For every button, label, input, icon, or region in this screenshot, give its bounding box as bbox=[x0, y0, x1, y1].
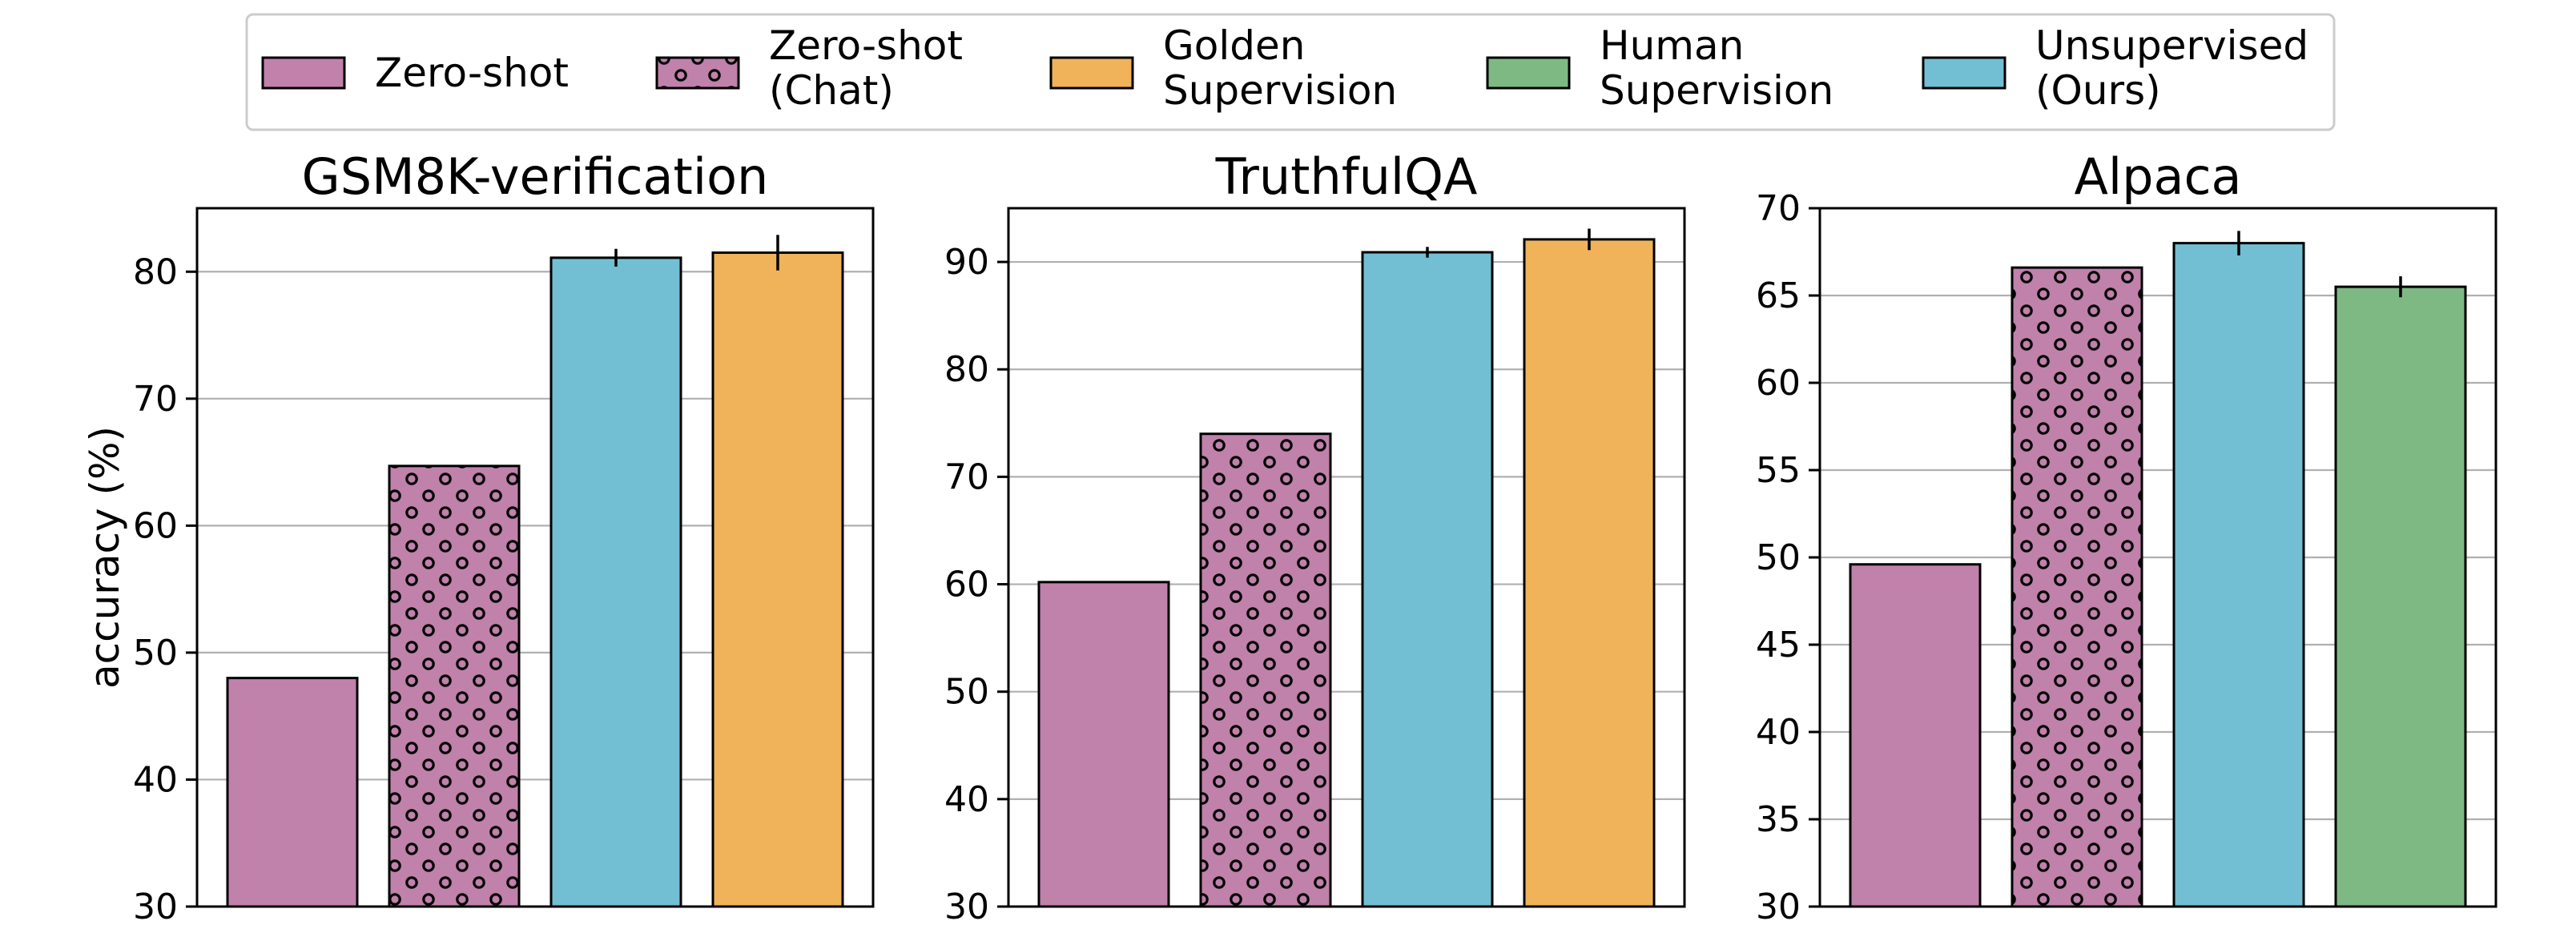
charts: 30 40 50 60 70 80 GSM8K-verification accuracy (… bbox=[82, 147, 2498, 927]
legend-label-line-2: Supervision bbox=[1163, 67, 1397, 114]
y-tick-label: 40 bbox=[133, 759, 178, 800]
y-axis-label: accuracy (%) bbox=[82, 426, 128, 689]
chart-title: TruthfulQA bbox=[1215, 147, 1478, 206]
y-tick-label: 80 bbox=[944, 349, 989, 390]
legend-label-line-1: Human bbox=[1600, 22, 1744, 69]
legend-swatch bbox=[1049, 56, 1134, 90]
legend-label: Zero-shot bbox=[375, 50, 569, 96]
bar-zero-shot-chat bbox=[2010, 266, 2143, 908]
plot-frame bbox=[1007, 207, 1686, 908]
legend-frame bbox=[245, 13, 2336, 131]
y-tick-label: 40 bbox=[944, 779, 989, 820]
bar-unsupervised bbox=[2172, 242, 2305, 908]
y-tick-label: 90 bbox=[944, 242, 989, 283]
y-tick-label: 80 bbox=[133, 251, 178, 292]
legend-swatch bbox=[1922, 56, 2006, 90]
y-tick-label: 50 bbox=[1756, 537, 1801, 578]
chart-title: Alpaca bbox=[2074, 147, 2241, 206]
legend-swatch bbox=[655, 56, 740, 90]
y-tick-label: 60 bbox=[133, 505, 178, 546]
bar-unsupervised bbox=[549, 256, 682, 908]
y-tick-label: 70 bbox=[944, 456, 989, 497]
bar-zero-shot-chat bbox=[1199, 432, 1332, 908]
y-tick-label: 50 bbox=[944, 672, 989, 713]
chart-3: 30 35 40 45 50 55 60 65 70 Alpaca bbox=[1756, 147, 2498, 927]
y-tick-label: 40 bbox=[1756, 712, 1801, 753]
legend-label-line-2: (Chat) bbox=[769, 67, 894, 114]
bar-human bbox=[2334, 285, 2467, 908]
plot-frame bbox=[195, 207, 875, 908]
y-tick-label: 30 bbox=[1756, 887, 1801, 927]
legend: Zero-shotZero-shot(Chat)GoldenSupervisio… bbox=[245, 13, 2336, 131]
chart-title: GSM8K-verification bbox=[302, 147, 769, 206]
legend-label-line-1: Zero-shot bbox=[769, 22, 963, 69]
legend-swatch bbox=[1486, 56, 1571, 90]
chart-1: 30 40 50 60 70 80 GSM8K-verification accuracy (… bbox=[82, 147, 875, 927]
legend-item-zero-shot-chat: Zero-shot(Chat) bbox=[655, 22, 963, 114]
legend-label-line-1: Unsupervised bbox=[2035, 22, 2308, 69]
bar-zero-shot bbox=[1037, 581, 1170, 908]
y-tick-label: 60 bbox=[944, 565, 989, 605]
bar-zero-shot bbox=[1849, 563, 1982, 908]
y-tick-label: 45 bbox=[1756, 625, 1801, 666]
legend-label-line-2: (Ours) bbox=[2035, 67, 2161, 114]
bar-zero-shot-chat bbox=[388, 464, 521, 908]
y-tick-label: 60 bbox=[1756, 363, 1801, 404]
legend-label-line-1: Golden bbox=[1163, 22, 1305, 69]
legend-label-line-2: Supervision bbox=[1600, 67, 1833, 114]
bar-unsupervised bbox=[1361, 251, 1494, 908]
y-tick-label: 35 bbox=[1756, 799, 1801, 840]
bar-zero-shot bbox=[226, 677, 359, 908]
bar-golden bbox=[1523, 238, 1656, 908]
y-tick-label: 30 bbox=[133, 887, 178, 927]
y-tick-label: 70 bbox=[133, 379, 178, 420]
y-tick-label: 30 bbox=[944, 887, 989, 927]
y-tick-label: 50 bbox=[133, 633, 178, 674]
y-tick-label: 70 bbox=[1756, 188, 1801, 229]
bar-golden bbox=[711, 251, 844, 908]
legend-item-unsupervised: Unsupervised(Ours) bbox=[1922, 22, 2308, 114]
y-tick-label: 55 bbox=[1756, 450, 1801, 491]
y-tick-label: 65 bbox=[1756, 275, 1801, 316]
legend-item-zero-shot: Zero-shot bbox=[261, 50, 569, 96]
chart-2: 30 40 50 60 70 80 90 TruthfulQA bbox=[944, 147, 1686, 927]
legend-swatch bbox=[261, 56, 346, 90]
